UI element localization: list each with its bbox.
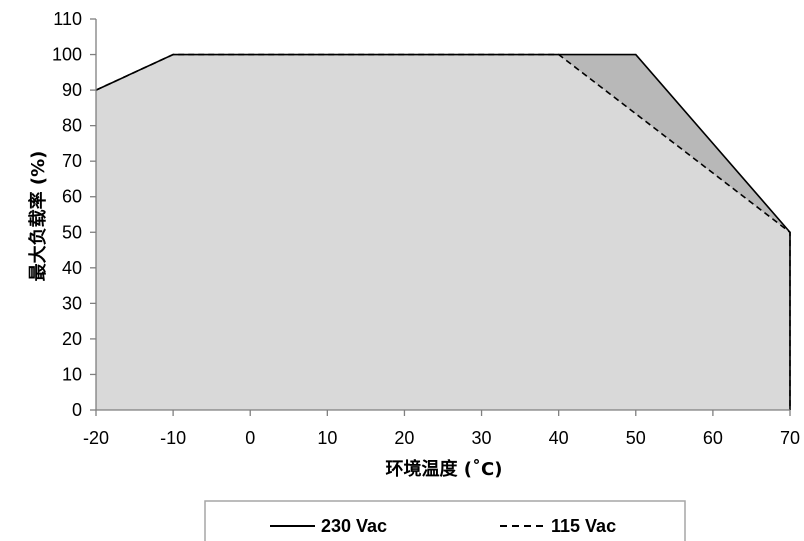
series-line-115-vac [95, 53, 791, 410]
y-tick-label: 30 [62, 293, 82, 313]
y-tick-label: 60 [62, 187, 82, 207]
x-tick-label: 30 [472, 428, 492, 448]
y-tick-label: 80 [62, 116, 82, 136]
y-axis-title: 最大负载率 (%) [27, 151, 49, 282]
x-tick-labels: -20 -10 0 10 20 30 40 50 60 70 [83, 428, 800, 448]
legend: 230 Vac 115 Vac [204, 500, 686, 541]
legend-label-230vac: 230 Vac [321, 516, 387, 536]
legend-box [204, 500, 686, 541]
y-tick-label: 70 [62, 151, 82, 171]
area-fill-115-vac [96, 54, 790, 410]
x-tick-label: -10 [160, 428, 186, 448]
x-axis-title: 环境温度 (˚C) [386, 458, 503, 480]
y-tick-label: 50 [62, 222, 82, 242]
y-tick-labels: 0 10 20 30 40 50 60 70 80 90 100 110 [52, 9, 82, 420]
x-tick-label: 20 [394, 428, 414, 448]
y-tick-label: 20 [62, 329, 82, 349]
x-tick-label: 10 [317, 428, 337, 448]
y-tick-label: 0 [72, 400, 82, 420]
series-fills [96, 54, 790, 410]
y-tick-label: 100 [52, 45, 82, 65]
y-tick-label: 40 [62, 258, 82, 278]
y-tick-label: 90 [62, 80, 82, 100]
legend-label-115vac: 115 Vac [551, 516, 616, 536]
y-tick-label: 110 [53, 9, 82, 29]
series-lines [95, 53, 791, 410]
x-tick-label: 0 [245, 428, 255, 448]
x-tick-label: 60 [703, 428, 723, 448]
x-tick-label: 40 [549, 428, 569, 448]
x-tick-label: 50 [626, 428, 646, 448]
x-tick-label: 70 [780, 428, 800, 448]
x-tick-label: -20 [83, 428, 109, 448]
y-tick-label: 10 [62, 364, 82, 384]
axes [90, 18, 791, 416]
